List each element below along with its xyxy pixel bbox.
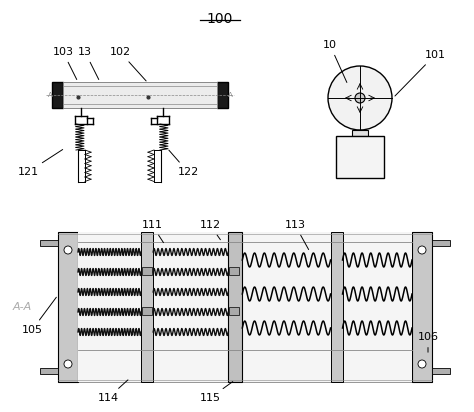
Text: 115: 115 — [200, 382, 233, 403]
Bar — [78, 232, 412, 382]
Text: A: A — [47, 92, 52, 98]
Bar — [40, 240, 58, 246]
Bar — [142, 307, 152, 315]
Text: 105: 105 — [21, 297, 56, 335]
Bar — [336, 136, 384, 178]
Text: 106: 106 — [418, 332, 438, 352]
Bar — [352, 130, 368, 136]
Bar — [58, 232, 78, 382]
Bar — [52, 82, 63, 108]
Bar — [330, 232, 343, 382]
Text: A-A: A-A — [12, 302, 32, 312]
Circle shape — [64, 360, 72, 368]
Bar — [432, 368, 450, 374]
Text: A: A — [228, 92, 232, 98]
Bar — [228, 232, 242, 382]
Bar — [142, 267, 152, 275]
Text: 100: 100 — [207, 12, 233, 26]
Bar — [40, 368, 58, 374]
Text: 102: 102 — [109, 47, 146, 81]
Bar — [217, 82, 228, 108]
Circle shape — [328, 66, 392, 130]
Circle shape — [64, 246, 72, 254]
Bar — [63, 82, 217, 108]
Bar — [58, 232, 432, 238]
Bar — [432, 240, 450, 246]
Text: 10: 10 — [323, 40, 347, 82]
Text: 121: 121 — [18, 150, 63, 177]
Text: 103: 103 — [53, 47, 77, 80]
Text: 101: 101 — [395, 50, 446, 96]
Bar — [141, 232, 153, 382]
Circle shape — [418, 360, 426, 368]
Bar — [412, 232, 432, 382]
Bar — [58, 376, 432, 382]
Text: 111: 111 — [142, 220, 164, 243]
Text: 13: 13 — [78, 47, 99, 80]
Text: 114: 114 — [98, 380, 128, 403]
Text: 122: 122 — [169, 150, 199, 177]
Text: 113: 113 — [284, 220, 309, 250]
Text: 112: 112 — [200, 220, 220, 240]
Circle shape — [355, 93, 365, 103]
Bar — [229, 267, 239, 275]
Bar — [229, 307, 239, 315]
Circle shape — [418, 246, 426, 254]
